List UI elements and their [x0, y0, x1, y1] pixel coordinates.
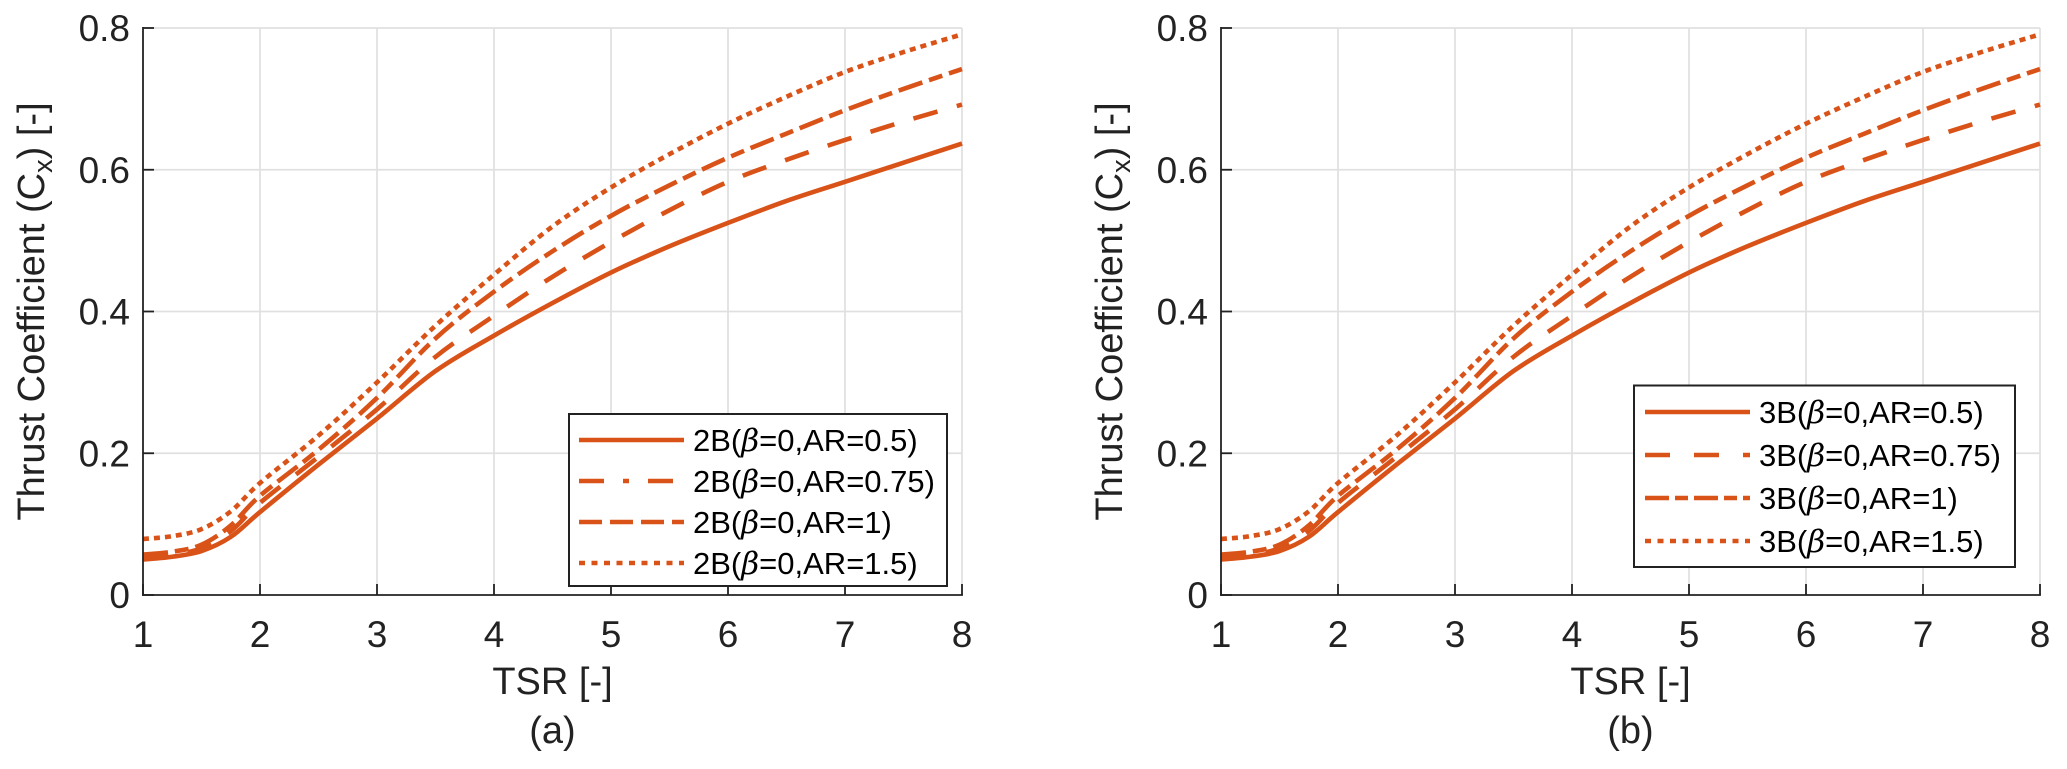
panel-b-curve-dashed	[1220, 102, 2041, 560]
panel-b-legend-box	[1633, 384, 2016, 568]
panel-b-xtick-label-7: 7	[1913, 614, 1934, 655]
panel-a-xtick-label-4: 4	[484, 614, 505, 655]
panel-a-legend-label-3: 2B(β=0,AR=1.5)	[693, 546, 918, 582]
panel-b-ytick-label-0.2: 0.2	[1157, 433, 1208, 474]
panel-b-legend-label-3: 3B(β=0,AR=1.5)	[1759, 524, 1984, 560]
panel-b-curve-dotted	[1220, 32, 2041, 542]
panel-a-curve-dashed	[142, 102, 963, 560]
panel-b-ytick-label-0: 0	[1187, 575, 1208, 616]
panel-b-ytick-label-0.4: 0.4	[1157, 292, 1208, 333]
panel-b-xtick-label-3: 3	[1445, 614, 1466, 655]
panel-a-legend-label-1: 2B(β=0,AR=0.75)	[693, 464, 935, 500]
panel-b-legend-label-0: 3B(β=0,AR=0.5)	[1759, 395, 1984, 431]
panel-b-legend: 3B(β=0,AR=0.5) 3B(β=0,AR=0.75) 3B(β=0,AR=1…	[1633, 384, 2016, 568]
panel-a-curve-dashdot	[142, 66, 963, 557]
panel-b-legend-label-1: 3B(β=0,AR=0.75)	[1759, 438, 2001, 474]
panel-a-xtick-label-8: 8	[952, 614, 973, 655]
panel-b-xtick-label-2: 2	[1328, 614, 1349, 655]
panel-a-legend-label-0: 2B(β=0,AR=0.5)	[693, 423, 918, 459]
panel-a-ytick-label-0.8: 0.8	[79, 8, 130, 49]
panel-a-xlabel: TSR [-]	[492, 661, 612, 703]
panel-b-xtick-label-5: 5	[1679, 614, 1700, 655]
panel-b-xtick-label-1: 1	[1211, 614, 1232, 655]
panel-a-legend-box	[568, 413, 948, 587]
panel-b-legend-label-2: 3B(β=0,AR=1)	[1759, 481, 1958, 517]
panel-a-xtick-label-3: 3	[367, 614, 388, 655]
panel-a-xtick-label-5: 5	[601, 614, 622, 655]
panel-b-xtick-label-6: 6	[1796, 614, 1817, 655]
panel-b-xtick-label-8: 8	[2030, 614, 2051, 655]
panel-b-ytick-label-0.8: 0.8	[1157, 8, 1208, 49]
panel-a-ylabel: Thrust Coefficient (Cx​) [-]	[11, 102, 58, 520]
panel-a-legend-label-2: 2B(β=0,AR=1)	[693, 505, 892, 541]
panel-b-ylabel: Thrust Coefficient (Cx​) [-]	[1089, 102, 1136, 520]
panel-b: 1 2 3 4 5 6 7 8 0 0.2 0.4 0.6 0.8 TSR [-] (b) Thrust Co…	[1089, 8, 2050, 752]
panel-b-ytick-label-0.6: 0.6	[1157, 150, 1208, 191]
panel-a: 1 2 3 4 5 6 7 8 0 0.2 0.4 0.6 0.8 TSR [-] (a) Thrust Co…	[11, 8, 972, 752]
panel-a-ytick-label-0.2: 0.2	[79, 433, 130, 474]
panel-b-xtick-label-4: 4	[1562, 614, 1583, 655]
panel-b-curve-dashdot	[1220, 66, 2041, 557]
panel-a-xtick-label-6: 6	[718, 614, 739, 655]
panel-a-xtick-label-7: 7	[835, 614, 856, 655]
panel-b-tag: (b)	[1607, 710, 1653, 752]
panel-a-ytick-label-0.6: 0.6	[79, 150, 130, 191]
panel-a-curve-dotted	[142, 32, 963, 542]
panel-b-xlabel: TSR [-]	[1570, 661, 1690, 703]
panel-a-ytick-label-0.4: 0.4	[79, 292, 130, 333]
panel-a-tag: (a)	[529, 710, 575, 752]
panel-a-xtick-label-1: 1	[133, 614, 154, 655]
panel-a-curve-solid	[142, 141, 963, 562]
panel-a-legend: 2B(β=0,AR=0.5) 2B(β=0,AR=0.75) 2B(β=0,AR=1…	[568, 413, 948, 587]
panel-a-xtick-label-2: 2	[250, 614, 271, 655]
panel-b-curve-solid	[1220, 141, 2041, 562]
panel-a-ytick-label-0: 0	[109, 575, 130, 616]
